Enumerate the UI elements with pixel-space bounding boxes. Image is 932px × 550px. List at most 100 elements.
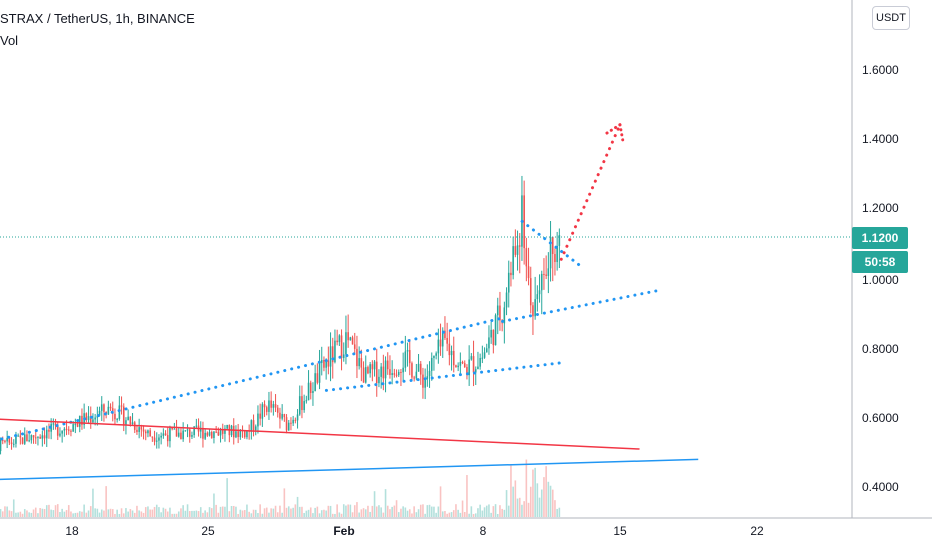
- volume-bar: [494, 504, 497, 517]
- volume-bar: [428, 504, 431, 517]
- volume-bar: [67, 505, 70, 517]
- volume-bar: [340, 513, 343, 517]
- trendline[interactable]: [501, 288, 661, 323]
- candle-body: [147, 430, 149, 434]
- volume-bar: [521, 504, 523, 517]
- candle-body: [331, 346, 334, 363]
- candle-body: [338, 335, 341, 343]
- candle-body: [369, 364, 371, 374]
- volume-bar: [402, 506, 404, 517]
- volume-bar: [540, 489, 543, 517]
- candle-body: [400, 371, 402, 373]
- candle-body: [503, 307, 506, 324]
- candle-body: [122, 406, 125, 425]
- volume-bar: [483, 507, 486, 517]
- volume-bar: [204, 510, 206, 517]
- volume-bar: [129, 509, 132, 517]
- candle-body: [45, 429, 48, 439]
- candle-body: [318, 362, 321, 383]
- candle-body: [342, 354, 345, 358]
- volume-bar: [171, 513, 173, 517]
- volume-bar: [529, 486, 532, 517]
- volume-bar: [226, 478, 228, 517]
- volume-bar: [78, 511, 81, 517]
- candle-body: [391, 373, 393, 375]
- candle-body: [525, 248, 528, 267]
- candle-body: [437, 339, 440, 354]
- volume-bar: [125, 508, 127, 517]
- candle-body: [463, 363, 466, 368]
- candle-body: [114, 413, 116, 420]
- volume-bar: [301, 506, 303, 517]
- candle-body: [323, 359, 325, 368]
- volume-bar: [43, 509, 46, 517]
- candle-body: [426, 376, 429, 379]
- candle-body: [455, 365, 457, 368]
- volume-indicator-label[interactable]: Vol: [0, 33, 19, 48]
- volume-bar: [8, 510, 11, 517]
- trendline[interactable]: [0, 458, 699, 481]
- candle-body: [239, 430, 242, 438]
- time-tick: 15: [613, 524, 627, 538]
- volume-bar: [316, 506, 319, 517]
- volume-bar: [334, 513, 336, 517]
- volume-bar: [109, 508, 112, 517]
- volume-bar: [384, 489, 387, 517]
- candle-body: [303, 401, 305, 411]
- volume-bar: [202, 512, 204, 517]
- candle-body: [268, 400, 270, 412]
- volume-bar: [358, 512, 360, 517]
- volume-bar: [439, 486, 442, 517]
- volume-bar: [527, 502, 530, 517]
- candle-body: [116, 418, 118, 420]
- candle-body: [422, 374, 424, 388]
- candle-body: [356, 348, 358, 367]
- trendline[interactable]: [520, 219, 583, 268]
- volume-bar: [474, 513, 477, 517]
- volume-bar: [72, 513, 74, 517]
- volume-bar: [63, 511, 66, 517]
- volume-bar: [450, 512, 453, 517]
- currency-button[interactable]: USDT: [872, 6, 910, 30]
- candle-body: [160, 435, 162, 438]
- candle-body: [349, 337, 352, 341]
- volume-bar: [419, 504, 422, 517]
- candle-body: [477, 366, 479, 370]
- candle-body: [479, 357, 481, 367]
- trendline[interactable]: [0, 316, 505, 446]
- volume-bar: [525, 459, 528, 517]
- volume-bar: [149, 509, 151, 517]
- volume-bar: [373, 491, 376, 517]
- volume-bar: [331, 513, 334, 517]
- forecast-arrow[interactable]: [559, 123, 622, 261]
- volume-bar: [4, 506, 6, 517]
- volume-bar: [430, 506, 433, 517]
- candle-body: [70, 430, 72, 432]
- volume-bar: [468, 513, 470, 517]
- volume-bar: [19, 511, 22, 517]
- volume-bar: [534, 467, 536, 517]
- volume-bar: [435, 512, 437, 517]
- candle-body: [276, 407, 279, 413]
- volume-bar: [472, 513, 475, 517]
- volume-bar: [437, 506, 440, 517]
- symbol-title[interactable]: STRAX / TetherUS, 1h, BINANCE: [0, 11, 195, 26]
- volume-bar: [505, 490, 508, 517]
- candle-body: [52, 423, 55, 425]
- candle-body: [6, 437, 8, 442]
- time-tick: 8: [479, 524, 487, 538]
- trendline[interactable]: [0, 418, 640, 450]
- volume-bar: [283, 488, 286, 517]
- candle-body: [402, 367, 404, 373]
- candle-body: [78, 415, 81, 427]
- volume-bar: [490, 512, 492, 517]
- volume-bar: [199, 507, 202, 517]
- candle-body: [279, 412, 281, 419]
- candle-body: [336, 340, 338, 343]
- volume-bar: [448, 512, 451, 517]
- candle-body: [37, 436, 39, 438]
- candle-body: [202, 428, 204, 439]
- candle-body: [351, 337, 354, 345]
- candle-body: [446, 338, 448, 344]
